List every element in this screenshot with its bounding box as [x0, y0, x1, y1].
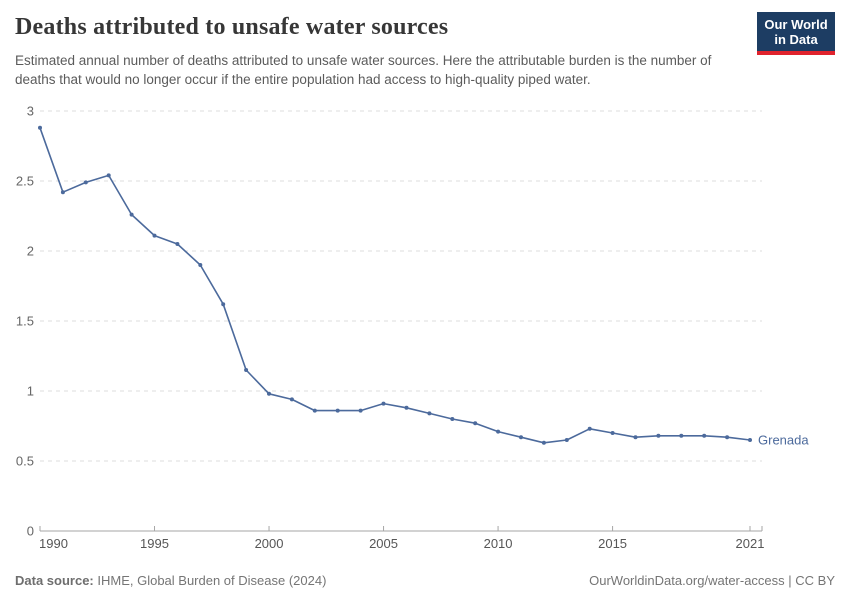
data-line-grenada[interactable]: [39, 127, 751, 444]
data-source-label: Data source:: [15, 573, 94, 588]
chart-subtitle: Estimated annual number of deaths attrib…: [15, 53, 712, 87]
data-point[interactable]: [38, 125, 42, 130]
y-tick-label: 0.5: [16, 454, 34, 469]
data-point[interactable]: [83, 180, 88, 185]
x-tick-label: 2021: [736, 536, 765, 551]
y-tick-label: 2: [27, 244, 34, 259]
data-point[interactable]: [60, 190, 65, 195]
data-point[interactable]: [473, 421, 478, 426]
data-point[interactable]: [198, 263, 203, 267]
y-tick-label: 1: [27, 384, 34, 399]
data-source-value: IHME, Global Burden of Disease (2024): [93, 573, 327, 588]
data-point[interactable]: [748, 438, 752, 442]
data-point[interactable]: [450, 417, 455, 421]
data-point[interactable]: [267, 391, 271, 396]
data-point[interactable]: [656, 433, 661, 438]
data-point[interactable]: [427, 411, 432, 416]
data-point[interactable]: [244, 368, 249, 372]
data-point[interactable]: [106, 173, 111, 178]
x-tick-label: 2015: [598, 536, 627, 551]
chart-header: Deaths attributed to unsafe water source…: [15, 12, 835, 89]
owid-logo-line1: Our World: [764, 17, 828, 32]
data-point[interactable]: [541, 440, 546, 445]
data-point[interactable]: [152, 233, 157, 238]
data-point[interactable]: [381, 401, 386, 406]
y-tick-label: 3: [27, 104, 34, 119]
data-point[interactable]: [221, 302, 226, 307]
attribution: OurWorldinData.org/water-access | CC BY: [589, 573, 835, 588]
data-point[interactable]: [335, 408, 340, 413]
x-tick-label: 1990: [39, 536, 68, 551]
chart-footer: Data source: IHME, Global Burden of Dise…: [15, 573, 835, 588]
data-point[interactable]: [610, 431, 615, 435]
data-point[interactable]: [358, 408, 363, 413]
data-point[interactable]: [404, 405, 409, 410]
data-source: Data source: IHME, Global Burden of Dise…: [15, 573, 326, 588]
data-point[interactable]: [702, 433, 707, 438]
owid-logo: Our World in Data: [757, 12, 835, 55]
data-point[interactable]: [564, 438, 569, 442]
data-point[interactable]: [289, 397, 294, 402]
x-tick-label: 1995: [140, 536, 169, 551]
page-title: Deaths attributed to unsafe water source…: [15, 14, 449, 40]
series-end-label: Grenada: [758, 433, 809, 448]
owid-logo-line2: in Data: [774, 32, 818, 47]
data-point[interactable]: [496, 429, 501, 434]
data-point[interactable]: [175, 242, 180, 246]
y-tick-label: 0: [27, 524, 34, 539]
x-tick-label: 2005: [369, 536, 398, 551]
y-tick-label: 2.5: [16, 174, 34, 189]
data-point[interactable]: [725, 435, 730, 440]
x-tick-label: 2010: [484, 536, 513, 551]
data-point[interactable]: [519, 435, 523, 440]
x-tick-label: 2000: [255, 536, 284, 551]
y-tick-label: 1.5: [16, 314, 34, 329]
data-point[interactable]: [633, 435, 638, 440]
data-point[interactable]: [129, 212, 134, 217]
data-point[interactable]: [679, 433, 684, 438]
data-point[interactable]: [587, 426, 592, 431]
data-point[interactable]: [312, 408, 317, 413]
